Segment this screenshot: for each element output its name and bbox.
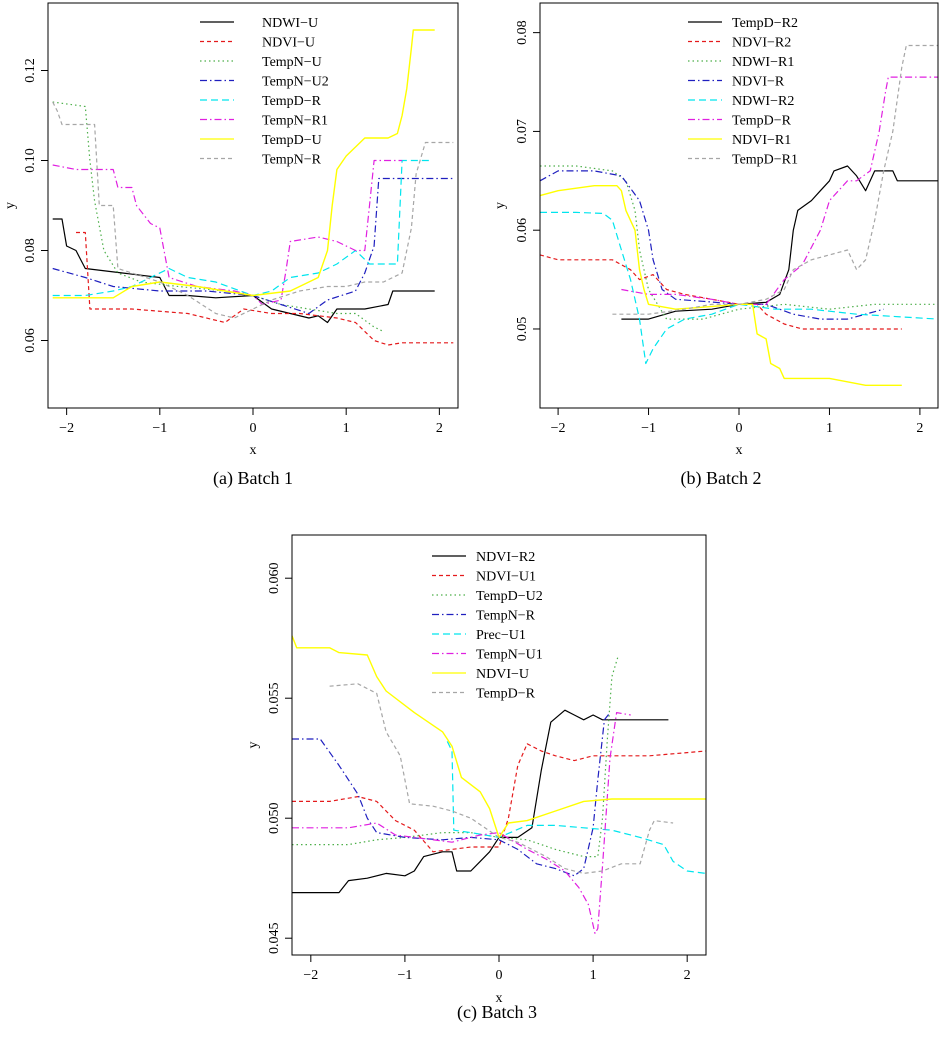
y-tick-label: 0.06 xyxy=(515,218,530,243)
series-line-ndvi-u1 xyxy=(292,743,707,853)
legend-label: TempN−U2 xyxy=(262,75,329,90)
chart-panel-1: −2 −1 0 1 2 0.06 0.08 0.10 0.12 x y NDWI−U NDVI−U Tem… xyxy=(3,2,459,489)
y-axis-title: y xyxy=(493,202,508,209)
legend-label: NDWI−U xyxy=(262,16,318,31)
series-line-ndwi-r1 xyxy=(540,165,938,320)
y-tick-label: 0.10 xyxy=(23,148,38,173)
series-group xyxy=(291,635,707,934)
y-tick-label: 0.07 xyxy=(515,119,530,144)
legend-label: Prec−U1 xyxy=(476,628,526,643)
figure-caption: (c) Batch 3 xyxy=(457,1002,537,1023)
legend-label: TempN−R xyxy=(262,153,322,168)
x-tick-label: −1 xyxy=(397,968,412,983)
series-line-tempn-r1 xyxy=(52,159,403,306)
series-line-ndvi-u xyxy=(291,635,706,839)
x-axis-title: x xyxy=(250,443,257,458)
x-axis-title: x xyxy=(736,443,743,458)
series-line-tempd-r1 xyxy=(612,44,938,315)
series-line-tempn-u xyxy=(52,101,384,333)
series-line-ndwi-r2 xyxy=(540,211,939,365)
series-line-tempd-r xyxy=(621,76,938,305)
series-line-ndvi-r1 xyxy=(539,185,902,386)
x-tick-label: 1 xyxy=(590,968,597,983)
figure-caption: (b) Batch 2 xyxy=(681,468,762,489)
legend-label: NDVI−R2 xyxy=(476,550,535,565)
series-group xyxy=(539,44,939,386)
series-line-ndwi-u xyxy=(52,218,435,324)
x-tick-label: 2 xyxy=(916,421,923,436)
y-tick-label: 0.08 xyxy=(23,238,38,263)
legend-label: NDVI−U xyxy=(262,36,315,51)
legend-label: NDVI−U xyxy=(476,667,529,682)
legend: TempD−R2 NDVI−R2 NDWI−R1 NDVI−R NDWI−R2 TempD… xyxy=(688,16,798,168)
legend: NDVI−R2 NDVI−U1 TempD−U2 TempN−R Prec−U1 Temp… xyxy=(432,550,543,702)
legend-label: TempD−R1 xyxy=(732,153,798,168)
y-tick-label: 0.060 xyxy=(267,562,282,594)
legend-label: TempD−R xyxy=(732,114,792,129)
series-group xyxy=(52,29,454,346)
figure-caption: (a) Batch 1 xyxy=(213,468,293,489)
legend-label: TempD−U xyxy=(262,133,322,148)
legend-label: TempN−R1 xyxy=(262,114,328,129)
x-tick-label: 0 xyxy=(736,421,743,436)
legend-label: NDVI−U1 xyxy=(476,570,536,585)
y-tick-label: 0.08 xyxy=(515,20,530,45)
x-tick-label: −2 xyxy=(59,421,74,436)
x-axis-title: x xyxy=(496,991,503,1006)
x-tick-label: −1 xyxy=(641,421,656,436)
legend-label: TempD−R xyxy=(476,687,536,702)
legend-label: TempN−R xyxy=(476,609,536,624)
series-line-prec-u1 xyxy=(446,741,707,874)
legend-label: TempN−U xyxy=(262,55,322,70)
series-line-tempd-u2 xyxy=(292,654,620,858)
series-line-tempn-u2 xyxy=(52,177,454,315)
x-tick-label: 0 xyxy=(250,421,257,436)
legend-label: TempD−U2 xyxy=(476,589,543,604)
legend-label: NDVI−R xyxy=(732,75,785,90)
chart-panel-2: −2 −1 0 1 2 0.05 0.06 0.07 0.08 x y TempD−R2 NDVI−R2… xyxy=(493,2,939,489)
legend-label: TempD−R2 xyxy=(732,16,798,31)
y-tick-label: 0.06 xyxy=(23,328,38,353)
legend-label: NDWI−R1 xyxy=(732,55,794,70)
legend-label: NDVI−R1 xyxy=(732,133,791,148)
series-line-tempn-r xyxy=(52,101,454,319)
y-tick-label: 0.050 xyxy=(267,802,282,834)
y-tick-label: 0.12 xyxy=(23,58,38,83)
legend-label: TempN−U1 xyxy=(476,648,543,663)
x-tick-label: 1 xyxy=(343,421,350,436)
x-tick-label: 1 xyxy=(826,421,833,436)
legend-label: TempD−R xyxy=(262,94,322,109)
series-line-ndvi-u xyxy=(76,231,454,346)
series-line-tempn-u1 xyxy=(292,712,631,934)
y-tick-label: 0.055 xyxy=(267,682,282,714)
series-line-ndvi-r xyxy=(539,170,884,320)
x-tick-label: −1 xyxy=(152,421,167,436)
x-tick-label: 2 xyxy=(684,968,691,983)
legend-label: NDVI−R2 xyxy=(732,36,791,51)
series-line-tempd-r xyxy=(52,159,430,297)
legend: NDWI−U NDVI−U TempN−U TempN−U2 TempD−R TempN−… xyxy=(200,16,329,168)
series-line-ndvi-r2 xyxy=(292,709,669,894)
x-tick-label: −2 xyxy=(551,421,566,436)
legend-label: NDWI−R2 xyxy=(732,94,794,109)
y-axis-title: y xyxy=(246,742,261,749)
series-line-ndvi-r2 xyxy=(539,254,902,330)
y-tick-label: 0.045 xyxy=(267,922,282,954)
y-axis-title: y xyxy=(3,202,18,209)
y-tick-label: 0.05 xyxy=(515,317,530,342)
series-line-tempd-u xyxy=(52,29,435,299)
x-tick-label: −2 xyxy=(303,968,318,983)
series-line-tempd-r2 xyxy=(621,165,938,320)
x-tick-label: 2 xyxy=(436,421,443,436)
x-tick-label: 0 xyxy=(496,968,503,983)
series-line-tempn-r xyxy=(292,712,611,877)
series-line-tempd-r xyxy=(329,683,674,874)
chart-panel-3: −2 −1 0 1 20.0450.0500.0550.060xyNDVI−R2NDVI… xyxy=(246,534,707,1023)
